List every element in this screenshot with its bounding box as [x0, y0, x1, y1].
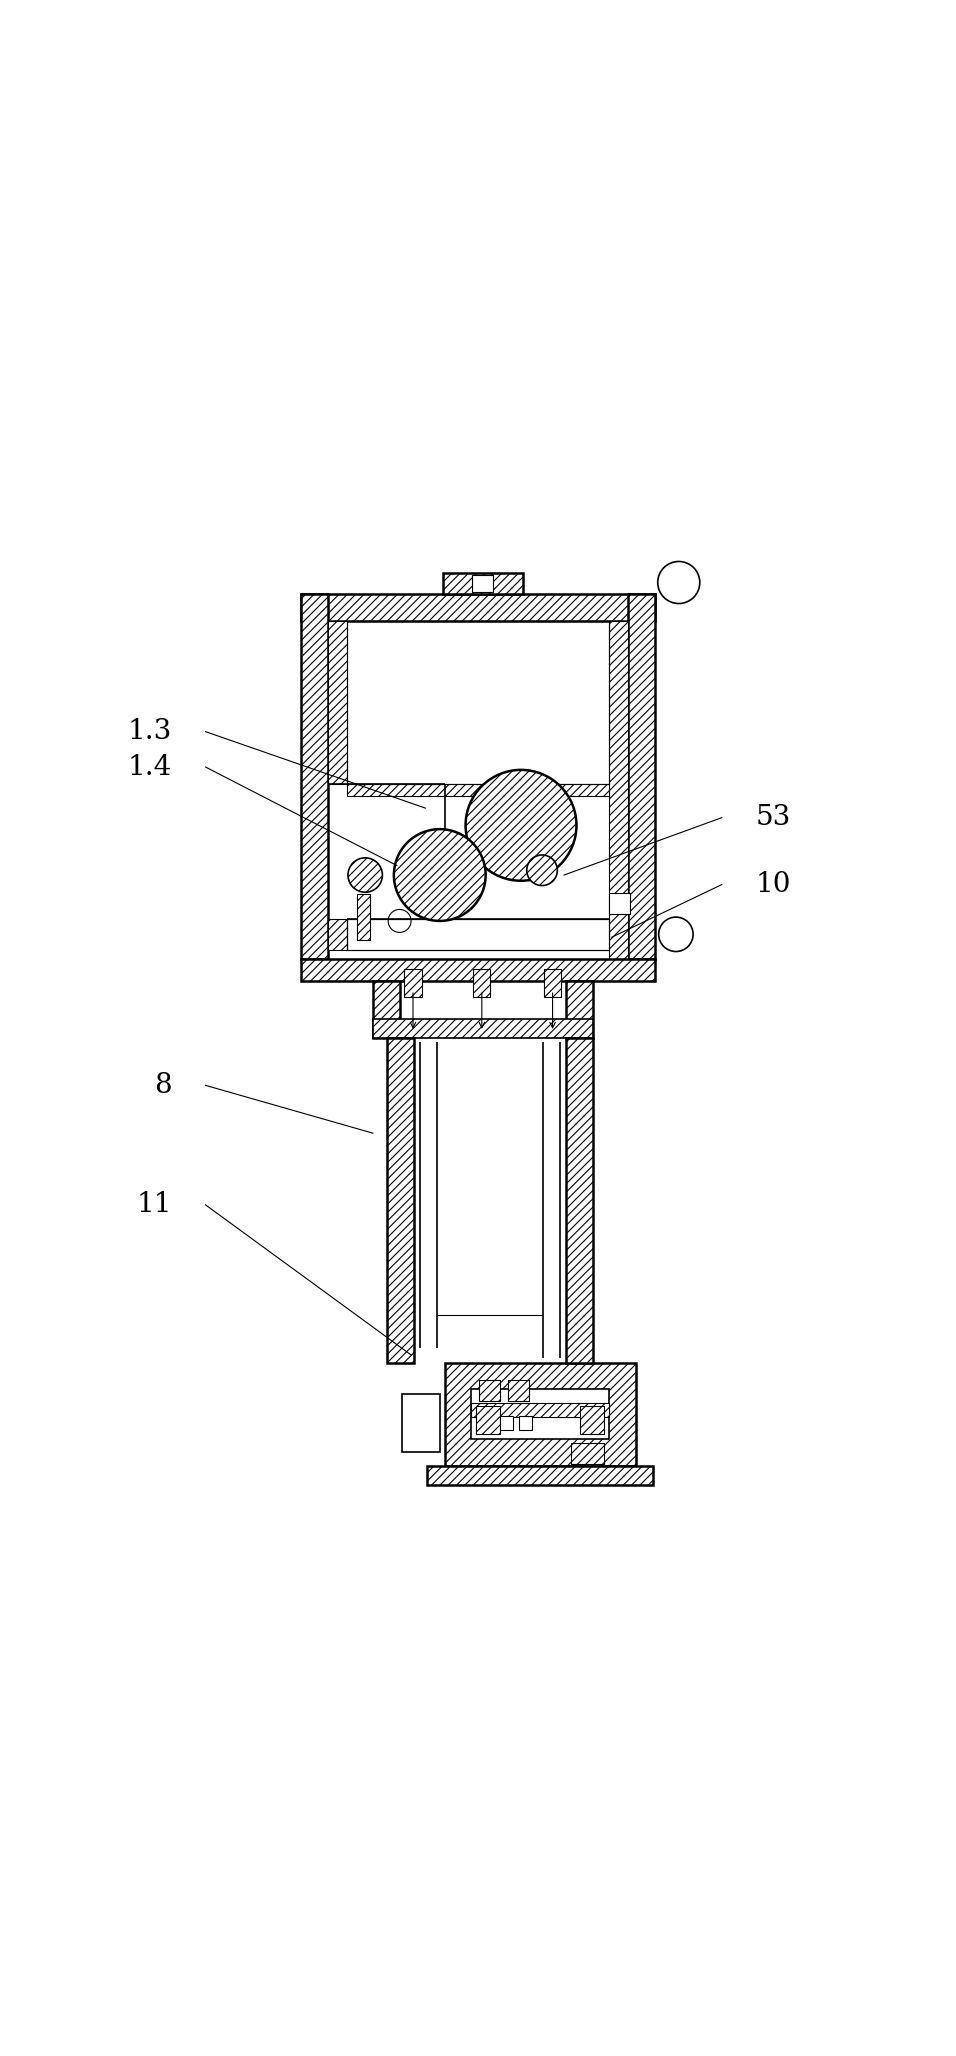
- Bar: [357, 894, 370, 940]
- Text: 1.4: 1.4: [128, 752, 172, 781]
- Bar: [471, 1390, 609, 1439]
- Bar: [609, 621, 628, 960]
- Bar: [566, 981, 593, 1038]
- Bar: [571, 1443, 604, 1464]
- Bar: [373, 1020, 593, 1038]
- Bar: [347, 783, 628, 796]
- Bar: [479, 1380, 500, 1400]
- Bar: [628, 594, 655, 960]
- Bar: [471, 1404, 609, 1417]
- Bar: [445, 1363, 636, 1466]
- Bar: [347, 919, 609, 950]
- Bar: [476, 1406, 500, 1435]
- Bar: [404, 968, 422, 997]
- Bar: [373, 981, 400, 1038]
- Bar: [508, 1380, 529, 1400]
- Bar: [387, 1038, 414, 1363]
- Bar: [443, 574, 523, 594]
- Circle shape: [394, 829, 486, 921]
- Text: 1.3: 1.3: [128, 718, 172, 744]
- Bar: [328, 919, 347, 950]
- Bar: [472, 576, 493, 592]
- Bar: [301, 960, 655, 981]
- Text: 53: 53: [755, 804, 791, 831]
- Circle shape: [527, 855, 557, 886]
- Text: 11: 11: [137, 1190, 172, 1219]
- Text: 10: 10: [755, 872, 791, 898]
- Bar: [301, 594, 655, 621]
- Text: 8: 8: [155, 1071, 172, 1098]
- Bar: [609, 892, 630, 915]
- Bar: [473, 968, 490, 997]
- Bar: [566, 1038, 593, 1363]
- Bar: [402, 1394, 440, 1452]
- Bar: [347, 621, 609, 783]
- Bar: [580, 1406, 604, 1435]
- Bar: [301, 594, 328, 960]
- Circle shape: [348, 857, 382, 892]
- Bar: [519, 1417, 532, 1429]
- Bar: [544, 968, 561, 997]
- Bar: [500, 1417, 513, 1429]
- Bar: [427, 1466, 653, 1484]
- Circle shape: [466, 769, 576, 880]
- Bar: [328, 621, 347, 783]
